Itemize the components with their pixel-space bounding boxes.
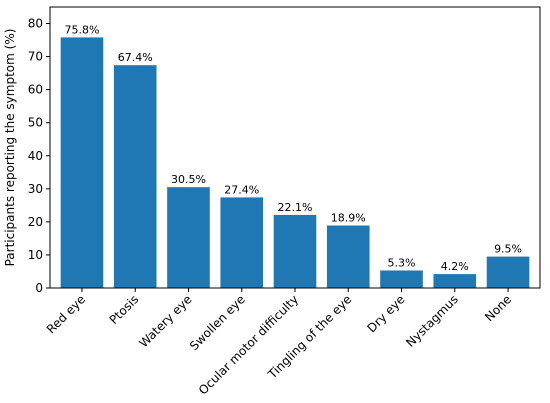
- data-label: 27.4%: [224, 183, 259, 196]
- data-label: 18.9%: [331, 212, 366, 225]
- bar: [60, 37, 104, 288]
- data-labels: 75.8% 67.4% 30.5% 27.4% 22.1% 18.9% 5.3% 4.2% 9.…: [64, 23, 522, 273]
- y-tick-label: 0: [35, 281, 43, 295]
- y-tick-label: 20: [28, 215, 43, 229]
- x-tick-label: Ptosis: [107, 292, 142, 327]
- x-tick-label: Watery eye: [136, 292, 194, 350]
- data-label: 30.5%: [171, 173, 206, 186]
- bar: [380, 270, 423, 288]
- y-tick-label: 80: [28, 17, 43, 31]
- y-tick-label: 30: [28, 182, 43, 196]
- y-tick-label: 10: [28, 248, 43, 262]
- x-tick-label: Red eye: [44, 292, 88, 336]
- bars: [60, 37, 530, 288]
- bar: [220, 197, 264, 288]
- y-tick-label: 40: [28, 149, 43, 163]
- bar: [113, 65, 157, 288]
- data-label: 9.5%: [494, 243, 522, 256]
- data-label: 22.1%: [278, 201, 313, 214]
- y-tick-label: 60: [28, 83, 43, 97]
- data-label: 5.3%: [388, 256, 416, 269]
- bar: [273, 214, 317, 288]
- x-tick-label: None: [482, 292, 514, 324]
- data-label: 75.8%: [64, 23, 99, 36]
- y-axis-label: Participants reporting the symptom (%): [3, 29, 17, 267]
- plot-frame: [49, 6, 541, 289]
- bar: [326, 225, 370, 288]
- data-label: 4.2%: [441, 260, 469, 273]
- data-label: 67.4%: [118, 51, 153, 64]
- y-axis-ticks: 0 10 20 30 40 50 60 70 80: [28, 17, 50, 295]
- y-tick-label: 70: [28, 50, 43, 64]
- bar: [433, 274, 477, 288]
- x-tick-label: Ocular motor difficulty: [196, 292, 301, 397]
- x-tick-label: Dry eye: [365, 292, 408, 335]
- bar: [167, 187, 210, 288]
- y-tick-label: 50: [28, 116, 43, 130]
- x-tick-label: Nystagmus: [403, 292, 461, 350]
- bar: [486, 256, 530, 288]
